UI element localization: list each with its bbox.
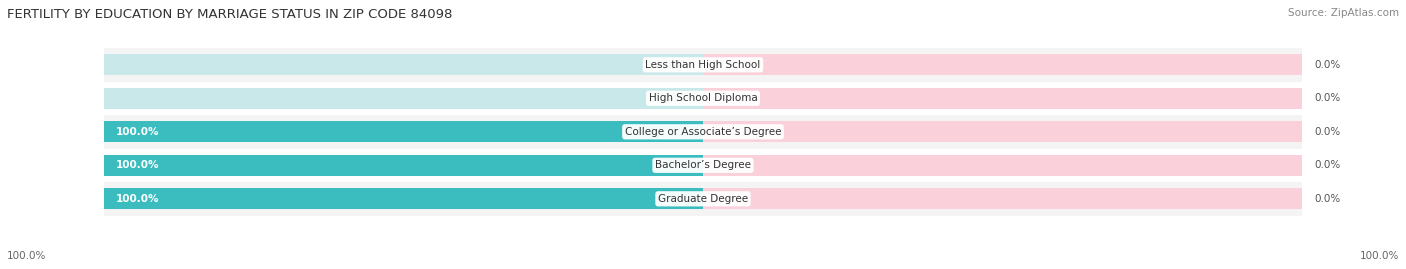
Text: College or Associate’s Degree: College or Associate’s Degree	[624, 127, 782, 137]
Text: 100.0%: 100.0%	[115, 194, 159, 204]
Text: 0.0%: 0.0%	[1315, 60, 1340, 70]
Text: FERTILITY BY EDUCATION BY MARRIAGE STATUS IN ZIP CODE 84098: FERTILITY BY EDUCATION BY MARRIAGE STATU…	[7, 8, 453, 21]
Text: 100.0%: 100.0%	[115, 160, 159, 170]
Bar	[104, 115, 1302, 148]
Text: 100.0%: 100.0%	[115, 127, 159, 137]
Bar	[104, 182, 1302, 215]
Text: Graduate Degree: Graduate Degree	[658, 194, 748, 204]
Text: 0.0%: 0.0%	[1315, 160, 1340, 170]
Bar	[703, 54, 1302, 75]
Text: 0.0%: 0.0%	[665, 60, 690, 70]
Text: Source: ZipAtlas.com: Source: ZipAtlas.com	[1288, 8, 1399, 18]
Text: 0.0%: 0.0%	[1315, 93, 1340, 103]
Bar	[104, 188, 703, 209]
Text: 0.0%: 0.0%	[665, 93, 690, 103]
Bar	[703, 88, 1302, 109]
Bar	[104, 155, 703, 176]
Bar	[104, 88, 703, 109]
Bar	[104, 54, 703, 75]
Text: 0.0%: 0.0%	[1315, 127, 1340, 137]
Text: Bachelor’s Degree: Bachelor’s Degree	[655, 160, 751, 170]
Bar	[104, 121, 703, 142]
Bar	[703, 121, 1302, 142]
Bar	[104, 82, 1302, 115]
Text: 100.0%: 100.0%	[7, 251, 46, 261]
Text: 100.0%: 100.0%	[1360, 251, 1399, 261]
Text: Less than High School: Less than High School	[645, 60, 761, 70]
Text: High School Diploma: High School Diploma	[648, 93, 758, 103]
Bar	[104, 121, 703, 142]
Bar	[703, 188, 1302, 209]
Bar	[104, 188, 703, 209]
Bar	[104, 48, 1302, 82]
Text: 0.0%: 0.0%	[1315, 194, 1340, 204]
Bar	[703, 155, 1302, 176]
Bar	[104, 155, 703, 176]
Bar	[104, 148, 1302, 182]
